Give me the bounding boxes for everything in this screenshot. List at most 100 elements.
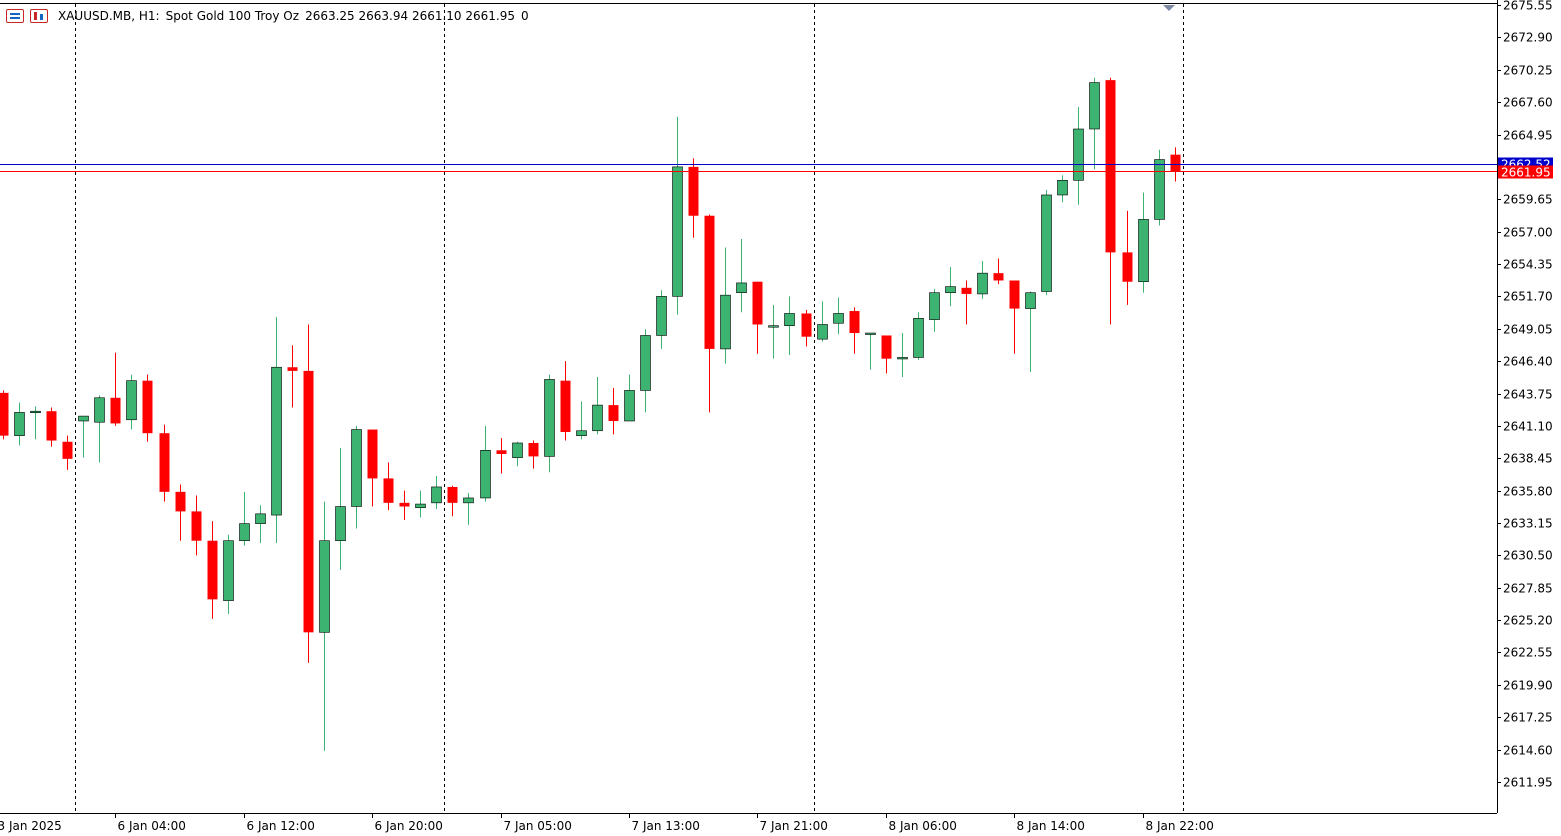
- candle-40[interactable]: [640, 329, 651, 413]
- candle-5[interactable]: [78, 415, 89, 458]
- candle-10[interactable]: [159, 424, 170, 502]
- candle-16[interactable]: [255, 505, 266, 544]
- candle-53[interactable]: [849, 307, 860, 354]
- candle-body: [271, 366, 282, 516]
- candle-67[interactable]: [1073, 107, 1084, 205]
- candle-60[interactable]: [961, 280, 972, 325]
- candle-6[interactable]: [94, 395, 105, 463]
- y-tick-label: 2614.60: [1503, 744, 1553, 758]
- candle-body: [383, 478, 394, 503]
- time-axis[interactable]: 3 Jan 2025 6 Jan 04:00 6 Jan 12:00 6 Jan 20…: [0, 813, 1214, 833]
- candle-15[interactable]: [239, 491, 250, 546]
- candle-46[interactable]: [736, 238, 747, 313]
- candle-62[interactable]: [993, 258, 1004, 285]
- candle-body: [159, 433, 170, 492]
- candle-body: [945, 286, 956, 294]
- candle-12[interactable]: [191, 495, 202, 556]
- candle-31[interactable]: [496, 438, 507, 474]
- candle-34[interactable]: [544, 374, 555, 473]
- candle-24[interactable]: [383, 462, 394, 511]
- candle-body: [239, 523, 250, 542]
- candle-68[interactable]: [1089, 77, 1100, 170]
- candle-23[interactable]: [367, 429, 378, 507]
- chart-window-icon[interactable]: [30, 9, 48, 23]
- candles[interactable]: [0, 77, 1181, 751]
- candle-18[interactable]: [287, 345, 298, 408]
- candle-7[interactable]: [110, 352, 121, 426]
- candle-3[interactable]: [46, 407, 57, 447]
- candle-47[interactable]: [752, 281, 763, 354]
- candle-56[interactable]: [897, 333, 908, 378]
- candle-70[interactable]: [1122, 210, 1133, 305]
- candle-52[interactable]: [833, 297, 844, 335]
- candle-42[interactable]: [672, 116, 683, 315]
- candle-65[interactable]: [1041, 190, 1052, 296]
- candle-body: [431, 486, 442, 504]
- candle-39[interactable]: [624, 374, 635, 422]
- candle-4[interactable]: [62, 435, 73, 470]
- candle-54[interactable]: [865, 332, 876, 370]
- candle-71[interactable]: [1138, 192, 1149, 293]
- candle-50[interactable]: [801, 309, 812, 347]
- candle-25[interactable]: [399, 490, 410, 520]
- candle-20[interactable]: [319, 501, 330, 751]
- candle-63[interactable]: [1009, 280, 1020, 354]
- candle-36[interactable]: [576, 401, 587, 440]
- candle-28[interactable]: [447, 485, 458, 517]
- candle-body: [287, 367, 298, 371]
- candle-44[interactable]: [704, 214, 715, 413]
- candle-14[interactable]: [223, 534, 234, 615]
- candle-body: [544, 379, 555, 457]
- candle-30[interactable]: [480, 425, 491, 502]
- candle-body: [849, 311, 860, 334]
- candle-59[interactable]: [945, 267, 956, 307]
- candle-21[interactable]: [335, 447, 346, 571]
- candle-64[interactable]: [1025, 291, 1036, 373]
- candle-body: [592, 404, 603, 432]
- candle-57[interactable]: [913, 312, 924, 360]
- x-tick-label: 8 Jan 22:00: [1146, 819, 1214, 833]
- y-tick-label: 2670.25: [1503, 64, 1553, 78]
- y-tick-label: 2649.05: [1503, 323, 1553, 337]
- candle-33[interactable]: [528, 440, 539, 469]
- price-axis[interactable]: 2675.55 2672.90 2670.25 2667.60 2664.95 2662.…: [1497, 0, 1553, 790]
- candle-66[interactable]: [1057, 175, 1068, 203]
- candle-29[interactable]: [463, 493, 474, 525]
- candle-61[interactable]: [977, 260, 988, 299]
- candle-69[interactable]: [1105, 77, 1116, 325]
- candle-32[interactable]: [512, 441, 523, 467]
- candle-41[interactable]: [656, 290, 667, 349]
- candle-body: [223, 540, 234, 601]
- period-separators: [75, 4, 1184, 813]
- candle-27[interactable]: [431, 475, 442, 509]
- candle-49[interactable]: [784, 296, 795, 356]
- candle-1[interactable]: [14, 402, 25, 446]
- shift-marker-icon[interactable]: [1163, 5, 1175, 11]
- candle-11[interactable]: [175, 484, 186, 541]
- candle-55[interactable]: [881, 335, 892, 374]
- x-tick-label: 7 Jan 13:00: [632, 819, 700, 833]
- candle-35[interactable]: [560, 361, 571, 441]
- candle-37[interactable]: [592, 377, 603, 435]
- candle-38[interactable]: [608, 388, 619, 435]
- candle-22[interactable]: [351, 425, 362, 529]
- candle-72[interactable]: [1154, 149, 1165, 226]
- candle-body: [480, 450, 491, 499]
- market-watch-icon[interactable]: [6, 9, 24, 23]
- candle-26[interactable]: [415, 490, 426, 518]
- candle-2[interactable]: [30, 406, 41, 440]
- candle-9[interactable]: [142, 374, 153, 442]
- candle-body: [624, 390, 635, 422]
- candle-13[interactable]: [207, 521, 218, 619]
- candle-8[interactable]: [126, 374, 137, 430]
- candle-17[interactable]: [271, 317, 282, 544]
- candle-19[interactable]: [303, 324, 314, 663]
- candle-51[interactable]: [817, 301, 828, 342]
- candle-48[interactable]: [768, 304, 779, 359]
- candle-45[interactable]: [720, 247, 731, 364]
- candle-58[interactable]: [929, 289, 940, 332]
- candle-0[interactable]: [0, 390, 9, 440]
